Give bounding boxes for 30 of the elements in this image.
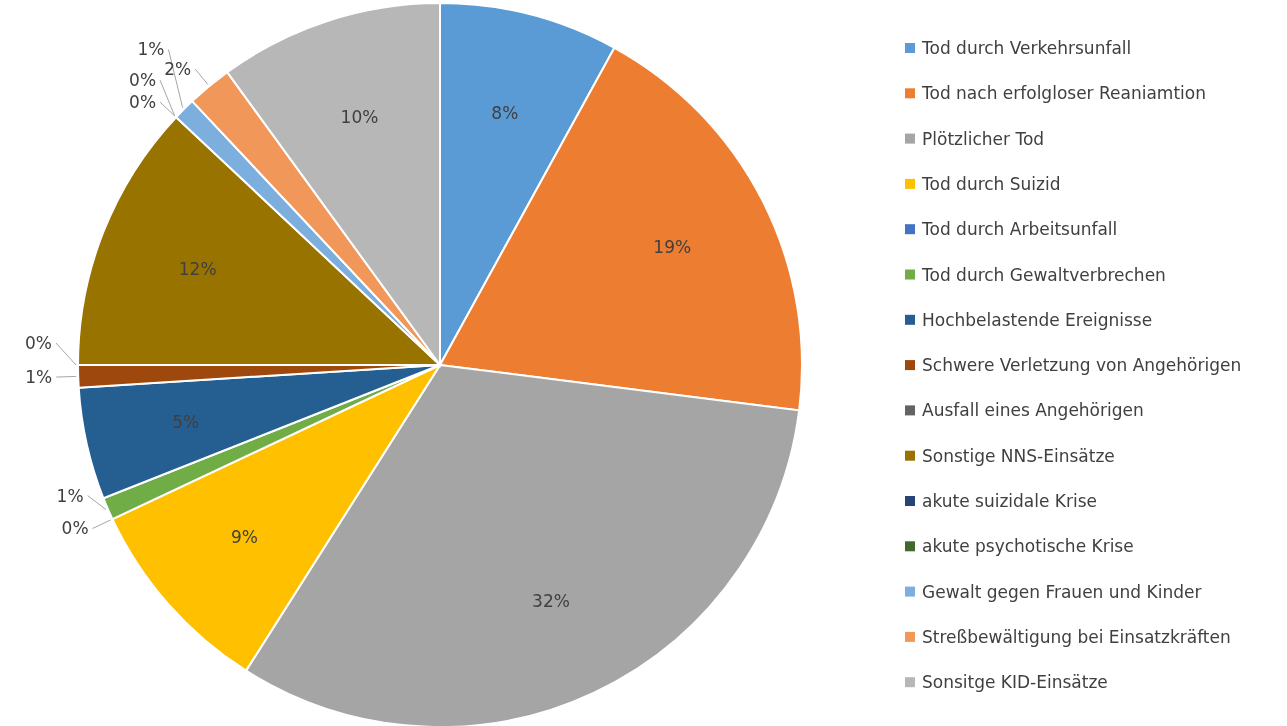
data-label: 8% (491, 102, 519, 123)
data-label: 1% (56, 485, 84, 506)
legend-label: Plötzlicher Tod (922, 128, 1045, 149)
text: 0% (129, 70, 157, 91)
data-label: 5% (172, 411, 200, 432)
legend-label: Tod durch Arbeitsunfall (921, 219, 1118, 240)
text: 0% (129, 92, 157, 113)
data-label: 12% (178, 259, 217, 280)
legend-label: Tod durch Suizid (921, 173, 1061, 194)
legend-label: Hochbelastende Ereignisse (922, 309, 1153, 330)
legend-label: Streßbewältigung bei Einsatzkräften (922, 626, 1231, 647)
text: 0% (25, 333, 52, 353)
legend-label: Schwere Verletzung von Angehörigen (922, 355, 1242, 376)
legend-label: Gewalt gegen Frauen und Kinder (922, 581, 1202, 602)
legend-label: Tod durch Gewaltverbrechen (921, 264, 1166, 285)
legend-label: akute psychotische Krise (922, 536, 1134, 557)
data-label: 1% (25, 367, 53, 388)
legend-label: Tod durch Verkehrsunfall (921, 38, 1132, 58)
data-label: 2% (164, 59, 192, 80)
legend-label: Ausfall eines Angehörigen (922, 400, 1144, 421)
text: 0% (61, 518, 89, 539)
legend-label: Tod nach erfolgloser Reaniamtion (921, 83, 1206, 104)
legend-label: akute suizidale Krise (922, 491, 1098, 511)
legend-label: Sonstige NNS-Einsätze (922, 445, 1115, 466)
legend-label: Sonsitge KID-Einsätze (922, 672, 1108, 693)
data-label: 19% (653, 236, 692, 257)
data-label: 1% (137, 39, 165, 60)
data-label: 9% (231, 527, 258, 548)
data-label: 10% (340, 107, 379, 128)
data-label: 32% (532, 590, 570, 611)
